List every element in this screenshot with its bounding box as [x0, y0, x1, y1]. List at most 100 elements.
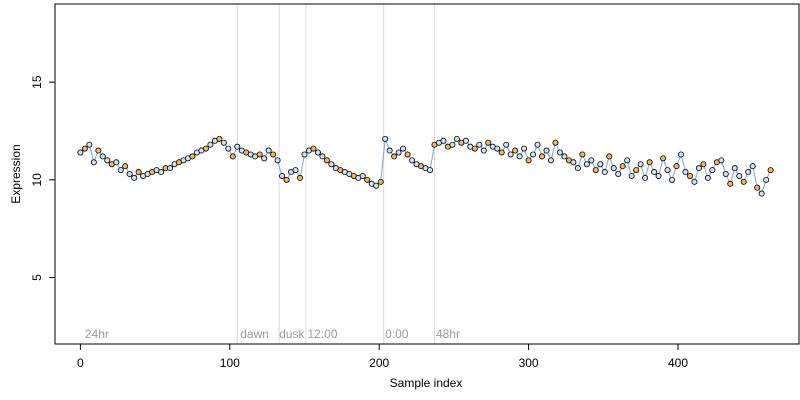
- data-point-135: [682, 169, 689, 176]
- data-point-12: [131, 174, 138, 181]
- data-point-33: [225, 145, 232, 152]
- data-point-25: [189, 153, 196, 160]
- data-point-46: [283, 176, 290, 183]
- data-point-115: [592, 167, 599, 174]
- x-tick-label-4: 400: [668, 356, 688, 370]
- data-point-63: [359, 172, 366, 179]
- data-point-94: [498, 149, 505, 156]
- data-point-90: [480, 147, 487, 154]
- data-point-5: [99, 153, 106, 160]
- data-point-99: [521, 145, 528, 152]
- data-point-1: [81, 145, 88, 152]
- data-point-50: [301, 151, 308, 158]
- data-point-20: [167, 165, 174, 172]
- data-point-45: [279, 172, 286, 179]
- data-point-91: [485, 139, 492, 146]
- data-point-56: [328, 161, 335, 168]
- data-point-107: [556, 149, 563, 156]
- data-point-116: [597, 161, 604, 168]
- data-point-138: [695, 165, 702, 172]
- data-point-55: [323, 157, 330, 164]
- data-point-141: [709, 167, 716, 174]
- data-point-29: [207, 141, 214, 148]
- data-point-121: [619, 163, 626, 170]
- data-point-118: [606, 153, 613, 160]
- data-point-35: [234, 143, 241, 150]
- data-point-10: [122, 163, 129, 170]
- data-point-136: [686, 172, 693, 179]
- region-separators: [236, 4, 435, 344]
- data-point-122: [624, 157, 631, 164]
- data-point-34: [229, 153, 236, 160]
- y-tick-label-2: 15: [30, 75, 44, 89]
- data-point-148: [740, 178, 747, 185]
- data-point-52: [310, 145, 317, 152]
- data-point-78: [426, 167, 433, 174]
- data-point-126: [642, 174, 649, 181]
- region-label-3: 12:00: [307, 327, 337, 341]
- data-point-96: [507, 151, 514, 158]
- data-point-86: [462, 137, 469, 144]
- data-point-40: [256, 151, 263, 158]
- y-tick-label-0: 5: [30, 274, 44, 281]
- data-point-143: [718, 157, 725, 164]
- data-point-140: [704, 174, 711, 181]
- y-axis: 5 10 15: [30, 75, 56, 281]
- data-point-69: [386, 147, 393, 154]
- data-point-49: [297, 174, 304, 181]
- data-point-130: [660, 155, 667, 162]
- data-point-108: [561, 153, 568, 160]
- data-point-153: [763, 176, 770, 183]
- x-axis: 0 100 200 300 400: [77, 343, 688, 370]
- x-tick-label-2: 200: [369, 356, 389, 370]
- data-point-112: [579, 151, 586, 158]
- data-point-84: [453, 135, 460, 142]
- data-point-133: [673, 163, 680, 170]
- data-point-44: [274, 157, 281, 164]
- data-point-42: [265, 147, 272, 154]
- data-point-6: [104, 157, 111, 164]
- data-point-67: [377, 178, 384, 185]
- data-point-8: [113, 159, 120, 166]
- data-point-89: [476, 141, 483, 148]
- x-axis-title: Sample index: [390, 376, 463, 390]
- data-point-95: [503, 141, 510, 148]
- data-point-3: [90, 159, 97, 166]
- data-point-64: [364, 176, 371, 183]
- data-point-104: [543, 147, 550, 154]
- data-point-128: [651, 169, 658, 176]
- data-point-145: [727, 180, 734, 187]
- data-point-9: [117, 167, 124, 174]
- data-point-73: [404, 151, 411, 158]
- data-point-70: [391, 153, 398, 160]
- data-point-139: [700, 161, 707, 168]
- data-point-149: [745, 169, 752, 176]
- data-point-131: [664, 167, 671, 174]
- data-point-152: [758, 190, 765, 197]
- data-point-154: [767, 167, 774, 174]
- x-tick-label-3: 300: [519, 356, 539, 370]
- region-label-2: dusk: [279, 327, 305, 341]
- data-point-110: [570, 159, 577, 166]
- data-point-48: [292, 167, 299, 174]
- y-axis-title: Expression: [9, 144, 23, 203]
- data-point-13: [135, 169, 142, 176]
- data-point-137: [691, 178, 698, 185]
- data-point-43: [270, 151, 277, 158]
- data-point-4: [95, 147, 102, 154]
- data-point-150: [749, 163, 756, 170]
- data-point-123: [628, 172, 635, 179]
- data-point-28: [202, 145, 209, 152]
- data-point-54: [319, 153, 326, 160]
- data-point-0: [77, 149, 84, 156]
- data-point-71: [395, 149, 402, 156]
- data-point-124: [633, 167, 640, 174]
- data-point-88: [471, 145, 478, 152]
- data-point-81: [440, 137, 447, 144]
- data-point-18: [158, 169, 165, 176]
- x-tick-label-0: 0: [77, 356, 84, 370]
- data-point-100: [525, 157, 532, 164]
- region-labels: 24hr dawn dusk 12:00 0:00 48hr: [85, 327, 460, 341]
- data-point-151: [754, 184, 761, 191]
- data-point-134: [677, 151, 684, 158]
